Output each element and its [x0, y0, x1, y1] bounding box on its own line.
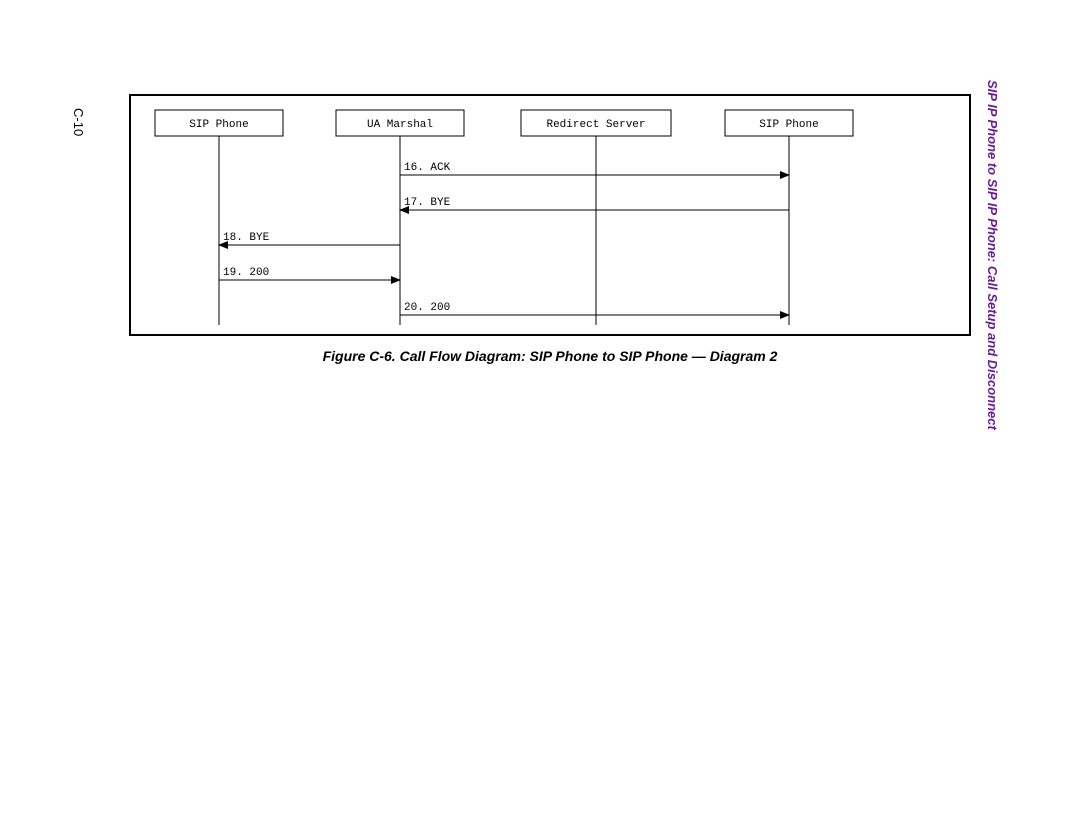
- svg-text:UA Marshal: UA Marshal: [367, 119, 433, 131]
- call-flow-diagram: SIP Phone UA Marshal Redirect Server SIP Ph…: [0, 0, 1080, 834]
- svg-text:SIP Phone: SIP Phone: [189, 119, 248, 131]
- svg-text:SIP Phone: SIP Phone: [759, 119, 818, 131]
- svg-text:16. ACK: 16. ACK: [404, 162, 451, 174]
- svg-text:20. 200: 20. 200: [404, 302, 450, 314]
- svg-text:18. BYE: 18. BYE: [223, 232, 270, 244]
- svg-text:17. BYE: 17. BYE: [404, 197, 451, 209]
- svg-text:19. 200: 19. 200: [223, 267, 269, 279]
- svg-text:Redirect Server: Redirect Server: [546, 119, 645, 131]
